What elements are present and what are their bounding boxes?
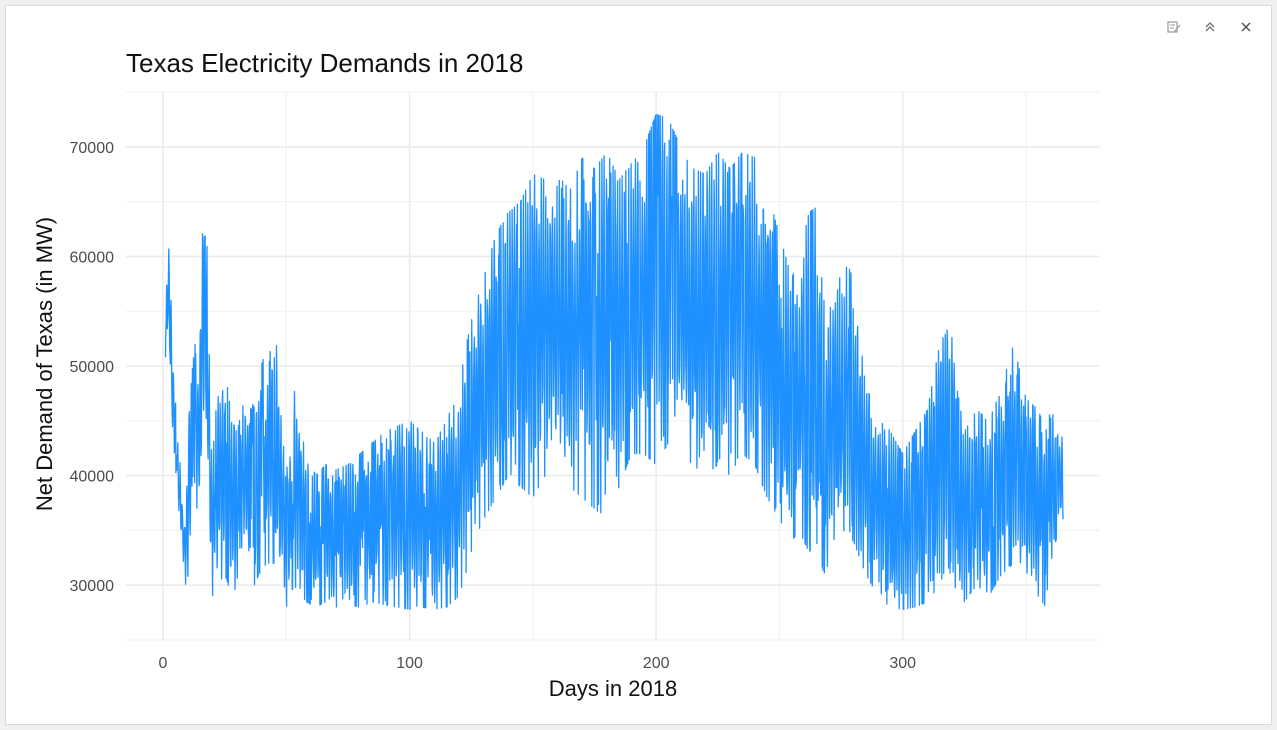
demand-series-line <box>164 113 1064 610</box>
y-tick-label: 70000 <box>70 140 115 157</box>
y-tick-label: 30000 <box>70 578 115 595</box>
y-tick-label: 60000 <box>70 249 115 266</box>
x-tick-label: 200 <box>643 655 670 672</box>
series-layer <box>164 113 1064 610</box>
y-tick-label: 50000 <box>70 359 115 376</box>
window-toolbar <box>1165 18 1255 36</box>
y-tick-label: 40000 <box>70 469 115 486</box>
broom-icon[interactable] <box>1165 18 1183 36</box>
x-tick-label: 100 <box>396 655 423 672</box>
chevron-double-up-icon[interactable] <box>1201 18 1219 36</box>
x-axis-label: Days in 2018 <box>549 676 677 701</box>
x-tick-label: 300 <box>889 655 916 672</box>
y-axis-label: Net Demand of Texas (in MW) <box>32 217 57 511</box>
x-tick-label: 0 <box>159 655 168 672</box>
grid-major <box>126 92 1100 640</box>
chart-title: Texas Electricity Demands in 2018 <box>126 48 523 78</box>
close-icon[interactable] <box>1237 18 1255 36</box>
tick-labels: 0 100 200 300 30000 40000 50000 60000 70000 <box>70 140 917 672</box>
